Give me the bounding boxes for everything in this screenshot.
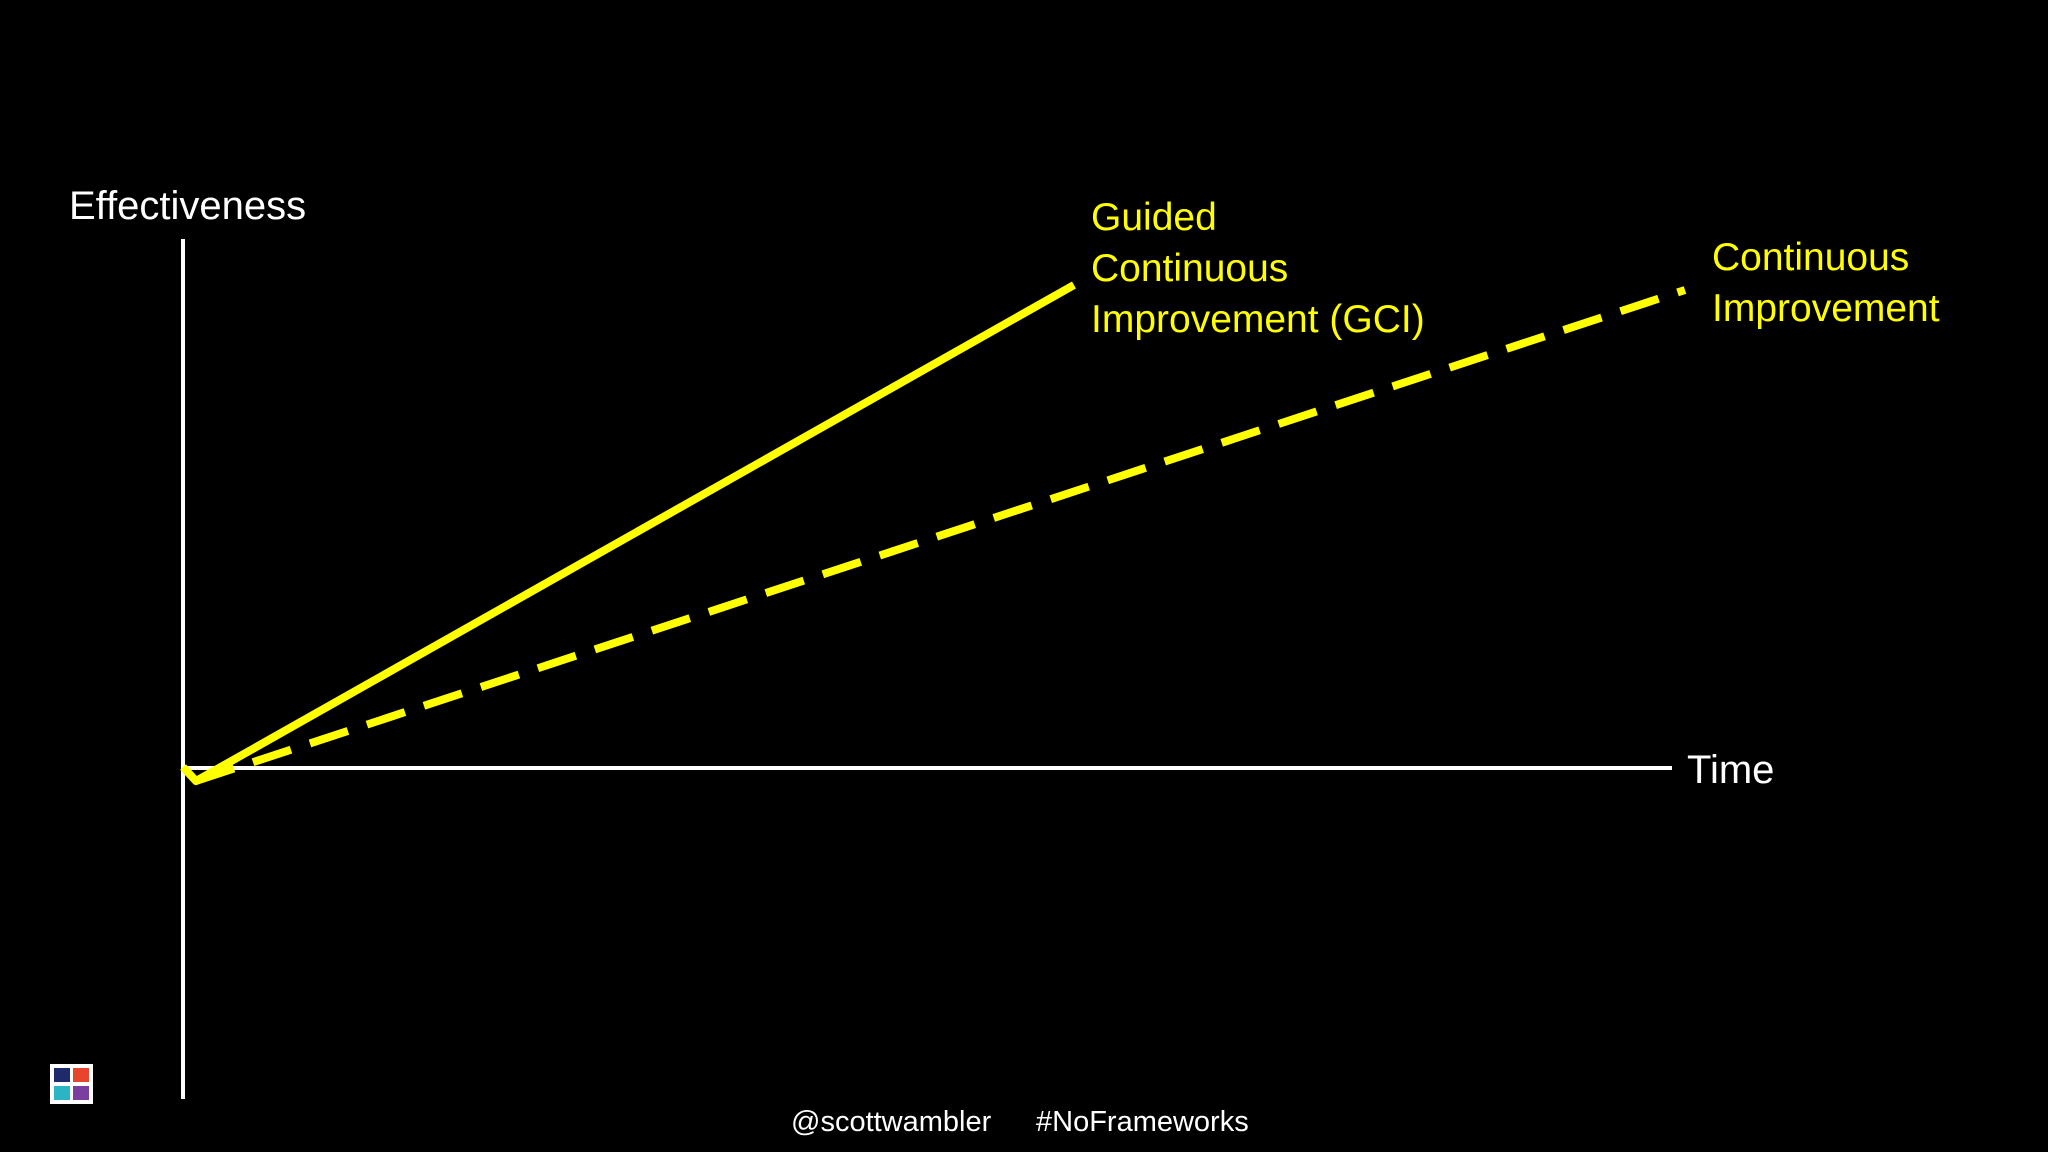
- logo: [50, 1064, 93, 1104]
- ci-label: Continuous Improvement: [1712, 236, 1940, 330]
- gci-label-line: Improvement (GCI): [1091, 298, 1425, 341]
- logo-block: [73, 1086, 89, 1100]
- ci-label-line: Improvement: [1712, 287, 1940, 330]
- logo-block: [54, 1086, 70, 1100]
- gci-label: Guided Continuous Improvement (GCI): [1091, 196, 1425, 341]
- gci-label-line: Continuous: [1091, 247, 1288, 290]
- gci-label-line: Guided: [1091, 196, 1217, 239]
- logo-block: [54, 1068, 70, 1082]
- footer-hashtag: #NoFrameworks: [1036, 1106, 1249, 1138]
- footer-handle: @scottwambler: [791, 1106, 992, 1138]
- ci-line: [194, 286, 1687, 785]
- ci-label-line: Continuous: [1712, 236, 1909, 279]
- x-axis-label: Time: [1687, 748, 1774, 792]
- y-axis-label: Effectiveness: [69, 184, 306, 228]
- logo-block: [73, 1068, 89, 1082]
